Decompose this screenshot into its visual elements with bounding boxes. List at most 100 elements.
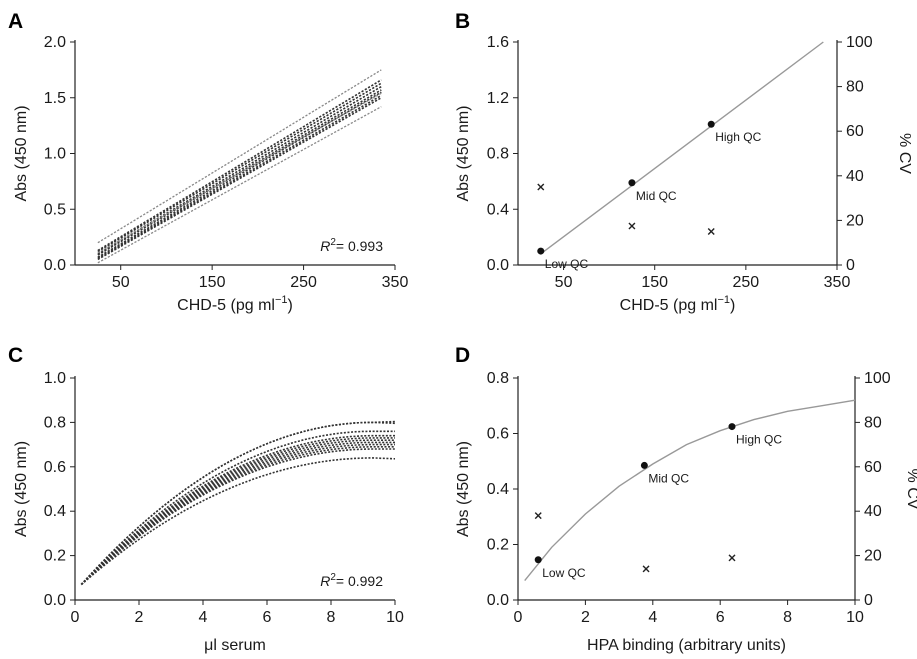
y2-tick-label: 40 [864, 503, 882, 520]
y-axis-label: Abs (450 nm) [13, 441, 30, 537]
y-tick-label: 0.4 [487, 481, 509, 498]
x-tick-label: 150 [641, 274, 668, 291]
series-line [80, 434, 395, 586]
y-tick-label: 2.0 [44, 34, 66, 51]
y-tick-label: 0.4 [44, 503, 66, 520]
y-tick-label: 0.0 [487, 592, 509, 609]
series-line [97, 85, 382, 255]
r-squared-label: R2= 0.993 [320, 237, 383, 254]
qc-point [640, 461, 648, 469]
cv-point [728, 554, 736, 562]
y2-tick-label: 100 [846, 34, 873, 51]
x-tick-label: 250 [733, 274, 760, 291]
x-tick-label: 150 [199, 274, 226, 291]
qc-point [534, 556, 542, 564]
series-line [97, 97, 382, 261]
y-tick-label: 1.6 [487, 34, 509, 51]
cv-point [642, 565, 650, 573]
fit-curve [524, 399, 856, 582]
cv-point [537, 183, 545, 191]
y-tick-label: 0.0 [44, 257, 66, 274]
series-line [97, 79, 382, 252]
series-line [80, 445, 395, 586]
qc-label: Low QC [545, 257, 589, 271]
y2-tick-label: 40 [846, 168, 864, 185]
y2-tick-label: 80 [846, 79, 864, 96]
y2-tick-label: 100 [864, 370, 891, 387]
qc-label: Mid QC [636, 189, 677, 203]
series-line [80, 443, 395, 586]
series-line [97, 89, 382, 256]
qc-point [728, 423, 736, 431]
x-tick-label: 8 [327, 609, 336, 626]
panel-letter: B [455, 10, 470, 33]
series-line [80, 448, 395, 586]
panel-letter: A [8, 10, 23, 33]
y-tick-label: 0.8 [487, 146, 509, 163]
qc-point [537, 247, 545, 255]
x-axis-label: HPA binding (arbitrary units) [587, 637, 786, 654]
cv-point [628, 222, 636, 230]
series-line [97, 106, 382, 264]
y2-axis-label: % CV [904, 469, 917, 510]
series-line [80, 437, 395, 586]
panel-letter: C [8, 344, 23, 367]
qc-point [628, 179, 636, 187]
y-tick-label: 0.5 [44, 201, 66, 218]
qc-point [707, 120, 715, 128]
series-line [97, 91, 382, 258]
y2-tick-label: 0 [846, 257, 855, 274]
y2-tick-label: 60 [846, 123, 864, 140]
qc-label: High QC [715, 130, 761, 144]
y-tick-label: 1.0 [44, 146, 66, 163]
series-line [97, 94, 382, 260]
y-tick-label: 1.2 [487, 90, 509, 107]
x-tick-label: 350 [382, 274, 409, 291]
panel-letter: D [455, 344, 470, 367]
x-axis-label: CHD-5 (pg ml−1) [177, 294, 293, 314]
x-tick-label: 2 [135, 609, 144, 626]
cv-point [707, 228, 715, 236]
y-axis-label: Abs (450 nm) [13, 105, 30, 201]
y-tick-label: 0.6 [487, 426, 509, 443]
qc-label: High QC [736, 433, 782, 447]
x-axis-label: μl serum [204, 637, 266, 654]
qc-label: Mid QC [648, 471, 689, 485]
x-tick-label: 250 [290, 274, 317, 291]
panel-d: D 0 2 4 6 8 10 0.0 0.2 0.4 0.6 0.8 0 20 40 60 80 100 HPA b… [455, 344, 917, 654]
x-tick-label: 6 [263, 609, 272, 626]
y-tick-label: 0.0 [487, 257, 509, 274]
x-tick-label: 2 [581, 609, 590, 626]
y-tick-label: 1.0 [44, 370, 66, 387]
y-tick-label: 1.5 [44, 90, 66, 107]
y2-tick-label: 0 [864, 592, 873, 609]
series-line [80, 439, 395, 586]
x-tick-label: 4 [199, 609, 208, 626]
x-axis-label: CHD-5 (pg ml−1) [620, 294, 736, 314]
y-tick-label: 0.6 [44, 459, 66, 476]
series-line [80, 421, 396, 586]
y2-tick-label: 60 [864, 459, 882, 476]
y-tick-label: 0.0 [44, 592, 66, 609]
r-squared-label: R2= 0.992 [320, 572, 383, 589]
cv-point [534, 512, 542, 520]
x-tick-label: 0 [71, 609, 80, 626]
panel-a: A 50 150 250 350 0.0 0.5 1.0 1.5 2.0 CHD-5 (pg ml−… [8, 10, 408, 314]
x-tick-label: 0 [514, 609, 523, 626]
y2-tick-label: 20 [846, 212, 864, 229]
series-line [97, 92, 382, 254]
fit-line [540, 41, 824, 255]
series-line [97, 69, 382, 244]
x-tick-label: 50 [112, 274, 130, 291]
series-line [97, 82, 382, 253]
x-tick-label: 6 [716, 609, 725, 626]
y2-tick-label: 20 [864, 548, 882, 565]
y2-axis-label: % CV [896, 133, 913, 174]
series-line [80, 430, 395, 586]
y2-tick-label: 80 [864, 414, 882, 431]
x-tick-label: 10 [386, 609, 404, 626]
qc-label: Low QC [542, 566, 586, 580]
x-tick-label: 350 [824, 274, 851, 291]
y-tick-label: 0.8 [487, 370, 509, 387]
